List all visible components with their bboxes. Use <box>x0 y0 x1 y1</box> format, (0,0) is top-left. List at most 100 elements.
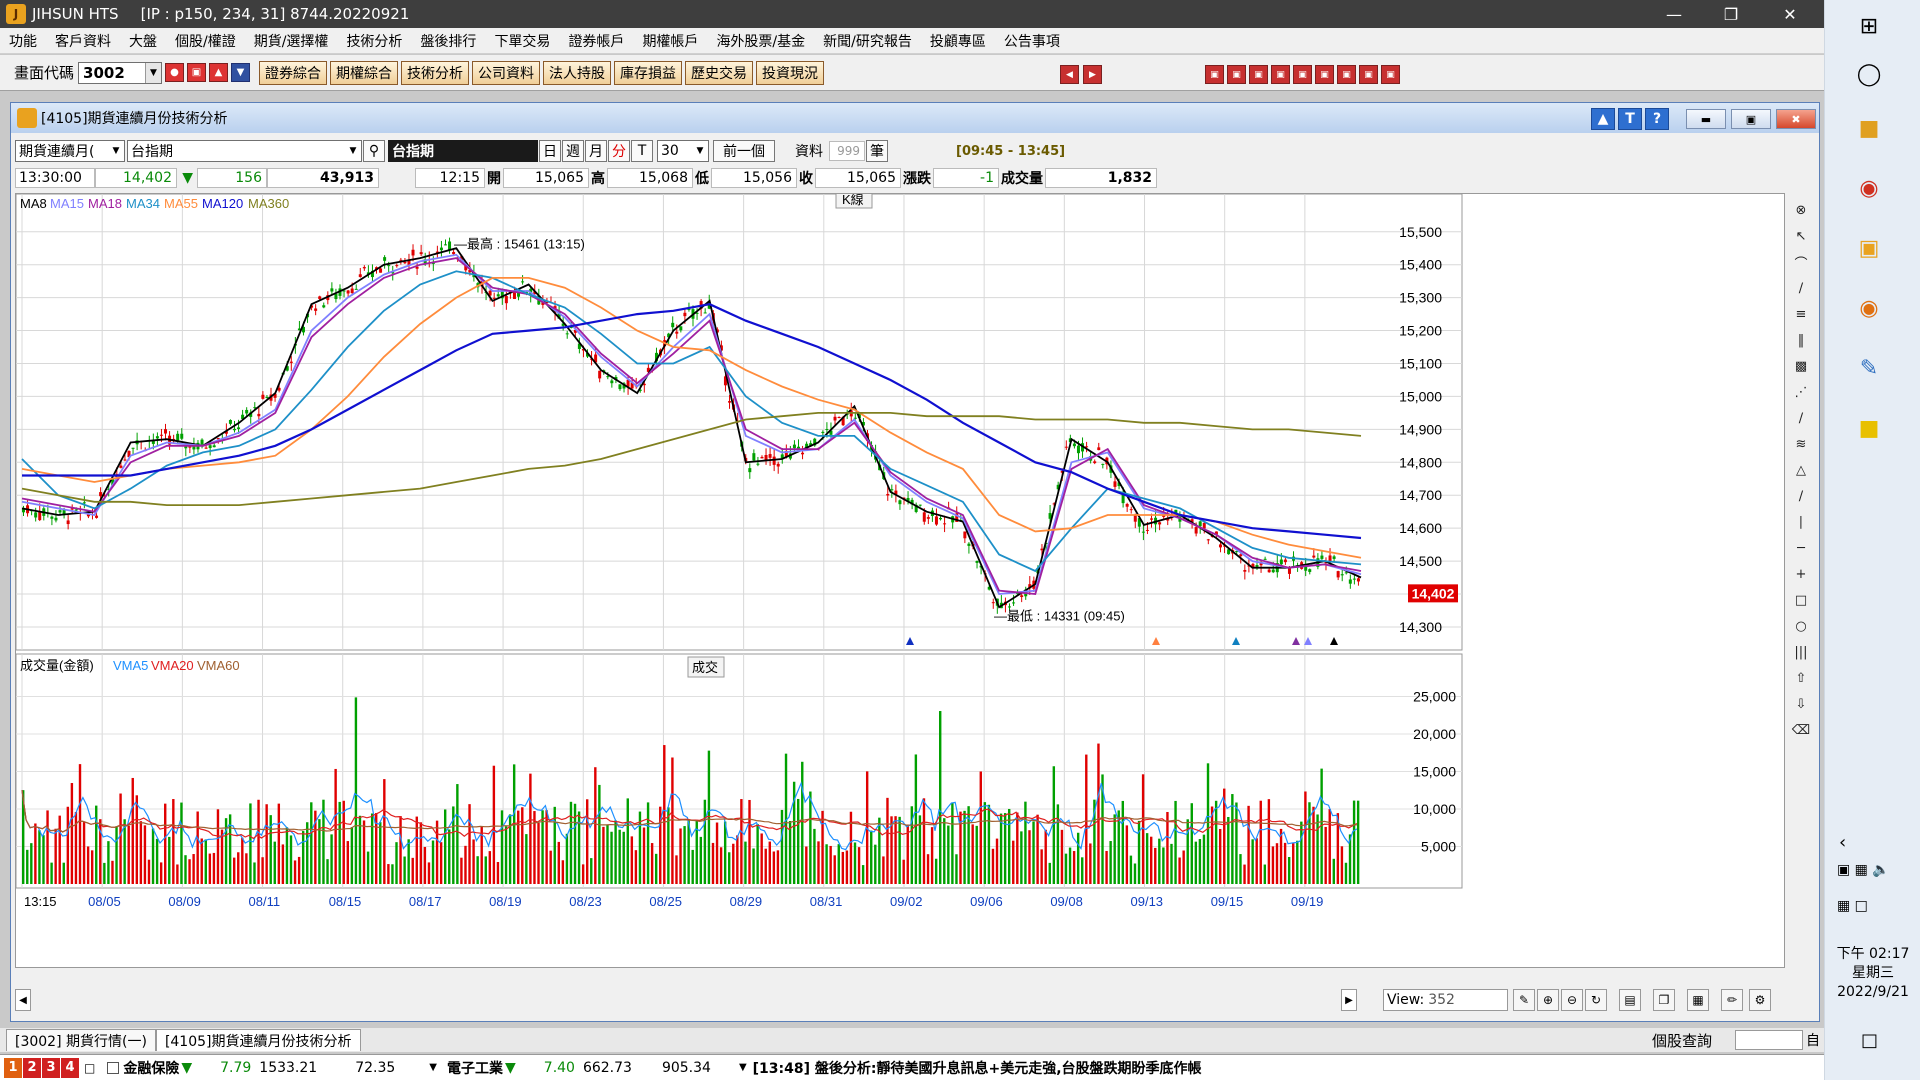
pen-icon[interactable]: ✏ <box>1721 989 1743 1011</box>
drawing-tool-icon[interactable]: ⇩ <box>1795 696 1807 712</box>
language-icons[interactable]: ▦ □ <box>1837 898 1868 914</box>
period-button[interactable]: 分 <box>608 140 630 162</box>
auto-button[interactable]: 自 <box>1806 1033 1820 1049</box>
drawing-tool-icon[interactable]: ||| <box>1794 644 1808 660</box>
screen-code-input[interactable]: 3002 ▼ <box>78 61 163 84</box>
drawing-tool-icon[interactable]: ─ <box>1797 540 1805 556</box>
period-button[interactable]: 月 <box>585 140 607 162</box>
indicator-icon[interactable]: ▤ <box>1619 989 1641 1011</box>
period-button[interactable]: 日 <box>539 140 561 162</box>
drawing-tool-icon[interactable]: ⇧ <box>1795 670 1807 686</box>
drawing-tool-icon[interactable]: + <box>1795 566 1807 582</box>
prev-button[interactable]: 前一個 <box>713 140 775 162</box>
drawing-tool-icon[interactable]: ↖ <box>1795 228 1807 244</box>
zoom-in-icon[interactable]: ⊕ <box>1537 989 1559 1011</box>
period-button[interactable]: T <box>631 140 653 162</box>
menu-item[interactable]: 個股/權證 <box>175 33 236 50</box>
help-button[interactable]: ? <box>1645 108 1669 130</box>
num-3[interactable]: 3 <box>42 1057 60 1078</box>
interval-select[interactable]: 30 ▼ <box>657 140 709 162</box>
quick-tool-icon[interactable]: ▣ <box>1227 65 1246 84</box>
browser-icon[interactable]: ◉ <box>1859 295 1879 321</box>
stock-query-input[interactable] <box>1735 1030 1803 1050</box>
news-ticker[interactable]: [13:48] 盤後分析:靜待美國升息訊息+美元走強,台股盤跌期盼季底作帳 <box>752 1060 1202 1077</box>
quick-tool-icon[interactable]: ▣ <box>1249 65 1268 84</box>
chrome-icon[interactable]: ◉ <box>1859 175 1879 201</box>
dropdown-icon[interactable]: ▼ <box>231 63 251 82</box>
menu-item[interactable]: 下單交易 <box>494 33 551 50</box>
quick-tool-icon[interactable]: ▣ <box>1337 65 1356 84</box>
chevron-left-icon[interactable]: ‹ <box>1839 832 1847 853</box>
chart-area[interactable]: 13:15 08/05 08/09 08/11 08/15 08/17 08/19 08/23… <box>15 187 1785 968</box>
search-circle-icon[interactable]: ◯ <box>1856 61 1882 87</box>
drawing-tool-icon[interactable]: □ <box>1794 592 1808 608</box>
data-count-input[interactable]: 999 <box>829 141 865 161</box>
menu-item[interactable]: 客戶資料 <box>55 33 111 50</box>
toolbar-button[interactable]: 期權綜合 <box>330 60 399 85</box>
menu-item[interactable]: 投顧專區 <box>929 33 986 50</box>
drawing-tool-icon[interactable]: ‖ <box>1797 332 1805 348</box>
search-icon[interactable]: ● <box>165 63 185 82</box>
drawing-tool-icon[interactable]: ○ <box>1795 618 1807 634</box>
chart-icon[interactable]: ▲ <box>209 63 229 82</box>
tab-4105[interactable]: [4105]期貨連續月份技術分析 <box>155 1029 361 1051</box>
chart-svg[interactable]: 13:15 08/05 08/09 08/11 08/15 08/17 08/19 08/23… <box>15 187 1784 967</box>
notification-icon[interactable]: □ <box>1861 1030 1879 1051</box>
drawing-tool-icon[interactable]: ⌒ <box>1794 256 1808 272</box>
drawing-tool-icon[interactable]: △ <box>1796 462 1806 478</box>
copy-icon[interactable]: ❐ <box>1653 989 1675 1011</box>
menu-item[interactable]: 證券帳戶 <box>568 33 625 50</box>
drawing-tool-icon[interactable]: ⊗ <box>1795 202 1807 218</box>
drawing-tool-icon[interactable]: ⌫ <box>1791 722 1811 738</box>
toolbar-button[interactable]: 投資現況 <box>756 60 825 85</box>
maximize-button[interactable]: ❐ <box>1723 4 1739 24</box>
jihsun-app-icon[interactable]: ▣ <box>1858 235 1880 261</box>
windows-start-icon[interactable]: ⊞ <box>1859 13 1879 39</box>
arrow-left-icon[interactable]: ◀ <box>1060 65 1079 84</box>
menu-item[interactable]: 期權帳戶 <box>642 33 699 50</box>
lock-icon[interactable]: □ <box>84 1060 96 1075</box>
file-explorer-icon[interactable]: ■ <box>1858 115 1880 141</box>
tray-icons[interactable]: ▣ ▦ 🔈 <box>1837 862 1890 878</box>
scroll-left-icon[interactable]: ◀ <box>15 989 31 1011</box>
period-button[interactable]: 週 <box>562 140 584 162</box>
toolbar-button[interactable]: 技術分析 <box>401 60 470 85</box>
settings-icon[interactable]: ⚙ <box>1749 989 1771 1011</box>
window-restore-button[interactable]: ▣ <box>1731 109 1771 129</box>
num-2[interactable]: 2 <box>23 1057 41 1078</box>
menu-item[interactable]: 公告事項 <box>1003 33 1060 50</box>
tab-3002[interactable]: [3002] 期貨行情(一) <box>6 1029 156 1051</box>
drawing-tool-icon[interactable]: ∣ <box>1797 514 1805 530</box>
window-minimize-button[interactable]: ▬ <box>1686 109 1726 129</box>
quick-tool-icon[interactable]: ▣ <box>1293 65 1312 84</box>
drawing-tool-icon[interactable]: ∕ <box>1798 280 1804 296</box>
quick-tool-icon[interactable]: ▣ <box>1315 65 1334 84</box>
drawing-tool-icon[interactable]: ▩ <box>1794 358 1808 374</box>
toolbar-button[interactable]: 庫存損益 <box>614 60 683 85</box>
chevron-down-icon[interactable]: ▼ <box>429 1062 437 1073</box>
calendar-icon[interactable]: ▦ <box>1687 989 1709 1011</box>
up-button[interactable]: ▲ <box>1591 108 1615 130</box>
drawing-tool-icon[interactable]: ∕ <box>1798 410 1804 426</box>
quick-tool-icon[interactable]: ▣ <box>1205 65 1224 84</box>
text-button[interactable]: T <box>1618 108 1642 130</box>
quick-tool-icon[interactable]: ▣ <box>1359 65 1378 84</box>
drawing-tool-icon[interactable]: ∕ <box>1798 488 1804 504</box>
toolbar-button[interactable]: 證券綜合 <box>259 60 328 85</box>
chevron-down-icon[interactable]: ▼ <box>738 1062 747 1073</box>
refresh-icon[interactable]: ↻ <box>1585 989 1607 1011</box>
paint-icon[interactable]: ✎ <box>1859 355 1879 381</box>
minimize-button[interactable]: — <box>1666 4 1682 24</box>
num-1[interactable]: 1 <box>4 1057 22 1078</box>
menu-item[interactable]: 功能 <box>9 33 37 50</box>
num-4[interactable]: 4 <box>61 1057 79 1078</box>
system-clock[interactable]: 下午 02:17 星期三 2022/9/21 <box>1836 946 1910 1000</box>
menu-item[interactable]: 期貨/選擇權 <box>253 33 329 50</box>
arrow-right-icon[interactable]: ▶ <box>1083 65 1102 84</box>
zoom-out-icon[interactable]: ⊖ <box>1561 989 1583 1011</box>
quick-tool-icon[interactable]: ▣ <box>1381 65 1400 84</box>
toolbar-button[interactable]: 歷史交易 <box>685 60 754 85</box>
toolbar-button[interactable]: 法人持股 <box>543 60 612 85</box>
quick-tool-icon[interactable]: ▣ <box>1271 65 1290 84</box>
contract-select[interactable]: 期貨連續月(▼ <box>15 140 125 162</box>
